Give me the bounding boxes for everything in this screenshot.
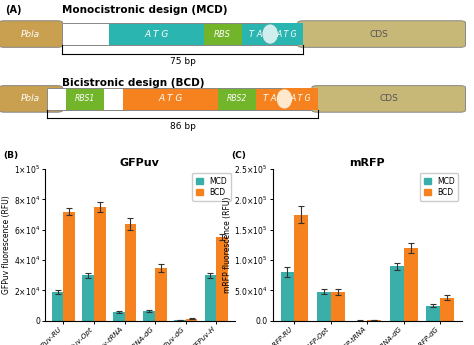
Bar [331,292,345,321]
Text: T A: T A [264,95,277,103]
Bar [256,88,284,110]
Bar [123,88,218,110]
Text: CDS: CDS [370,30,389,39]
Bar [390,266,404,321]
Bar [155,268,167,321]
Text: A T G: A T G [158,95,183,103]
Text: CDS: CDS [379,95,398,103]
Bar [174,320,186,321]
Bar [94,207,106,321]
Bar [144,311,155,321]
Text: Pbla: Pbla [21,95,40,103]
Text: A T G: A T G [144,30,169,39]
Ellipse shape [262,24,279,44]
Bar [205,275,216,321]
Text: (C): (C) [231,151,246,160]
Legend: MCD, BCD: MCD, BCD [420,173,458,201]
Title: GFPuv: GFPuv [120,158,160,168]
Text: Pbla: Pbla [21,30,40,39]
Bar [281,272,294,321]
Title: mRFP: mRFP [349,158,385,168]
FancyBboxPatch shape [0,21,63,47]
Ellipse shape [276,89,293,109]
Legend: MCD, BCD: MCD, BCD [192,173,231,201]
Bar [47,88,318,110]
Bar [427,306,440,321]
Bar [47,88,66,110]
Bar [64,211,75,321]
FancyBboxPatch shape [298,21,465,47]
Y-axis label: GFPuv fluorescence (RFU): GFPuv fluorescence (RFU) [2,196,11,294]
Bar [66,88,104,110]
Bar [186,318,197,321]
Y-axis label: mRFP fluorescence (RFU): mRFP fluorescence (RFU) [223,197,231,293]
Bar [404,248,418,321]
Bar [242,23,270,46]
Bar [284,88,318,110]
Bar [62,23,460,46]
Text: RBS1: RBS1 [75,95,95,103]
Bar [62,23,303,46]
Text: A T G: A T G [291,95,311,103]
Bar [82,275,94,321]
Bar [113,312,125,321]
Bar [216,237,228,321]
Text: 75 bp: 75 bp [170,57,195,66]
Bar [62,23,109,46]
Text: (B): (B) [3,151,18,160]
Bar [218,88,256,110]
FancyBboxPatch shape [312,86,465,112]
Text: 86 bp: 86 bp [170,121,195,131]
Bar [294,215,308,321]
Bar [47,88,460,110]
Text: Bicistronic design (BCD): Bicistronic design (BCD) [62,78,204,88]
Bar [125,224,136,321]
Text: RBS: RBS [214,30,231,39]
Bar [52,292,64,321]
Text: A T G: A T G [276,30,297,39]
Bar [440,298,454,321]
Bar [367,320,381,321]
Bar [204,23,242,46]
Text: (A): (A) [5,5,21,15]
Bar [109,23,204,46]
FancyBboxPatch shape [0,86,63,112]
Text: T A: T A [249,30,263,39]
Text: Monocistronic design (MCD): Monocistronic design (MCD) [62,5,227,15]
Bar [270,23,303,46]
Bar [317,292,331,321]
Text: RBS2: RBS2 [227,95,247,103]
Bar [104,88,123,110]
